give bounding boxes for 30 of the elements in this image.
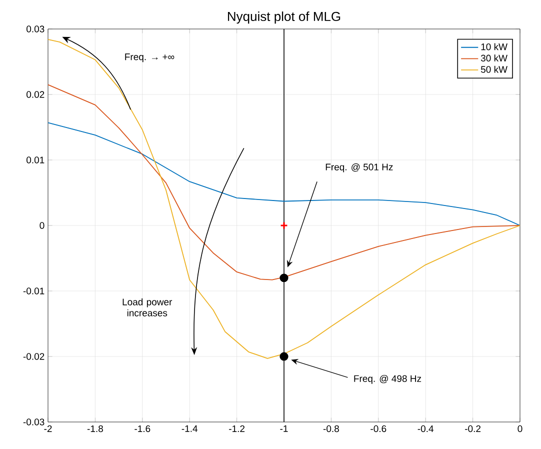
annotation: Load power increases <box>122 298 172 316</box>
x-tick-label: -1.6 <box>134 425 150 432</box>
x-tick-label: -1.2 <box>229 425 245 432</box>
x-tick-label: -0.8 <box>323 425 339 432</box>
y-tick-label: -0.03 <box>23 418 44 426</box>
y-tick-label: 0.03 <box>26 26 44 32</box>
chart-title: Nyquist plot of MLG <box>228 12 340 24</box>
x-tick-label: -1 <box>280 425 288 432</box>
y-tick-label: -0.02 <box>23 353 44 360</box>
legend-label: 10 kW <box>481 43 508 50</box>
x-tick-label: -1.4 <box>182 425 198 432</box>
legend-label: 30 kW <box>480 54 508 62</box>
x-tick-label: -1.8 <box>87 425 103 432</box>
line-series <box>48 122 520 226</box>
annotation: Freq. → +∞ <box>125 54 174 62</box>
point <box>280 221 288 230</box>
x-tick-label: -0.2 <box>465 425 481 432</box>
point <box>280 274 288 282</box>
y-tick-label: 0.02 <box>26 91 44 98</box>
annotation: Freq. @ 498 Hz <box>354 374 422 384</box>
legend-label: 50 kW <box>480 66 508 73</box>
y-tick-label: -0.01 <box>23 288 44 294</box>
x-tick-label: -0.4 <box>418 425 434 432</box>
point <box>280 352 288 361</box>
x-tick-label: -0.6 <box>370 425 386 432</box>
y-tick-label: 0 <box>40 222 44 229</box>
x-tick-label: -2 <box>44 425 52 432</box>
y-tick-label: 0.01 <box>26 156 44 164</box>
annotation: Freq. @ 501 Hz <box>326 163 393 172</box>
x-tick-label: 0 <box>518 425 522 432</box>
